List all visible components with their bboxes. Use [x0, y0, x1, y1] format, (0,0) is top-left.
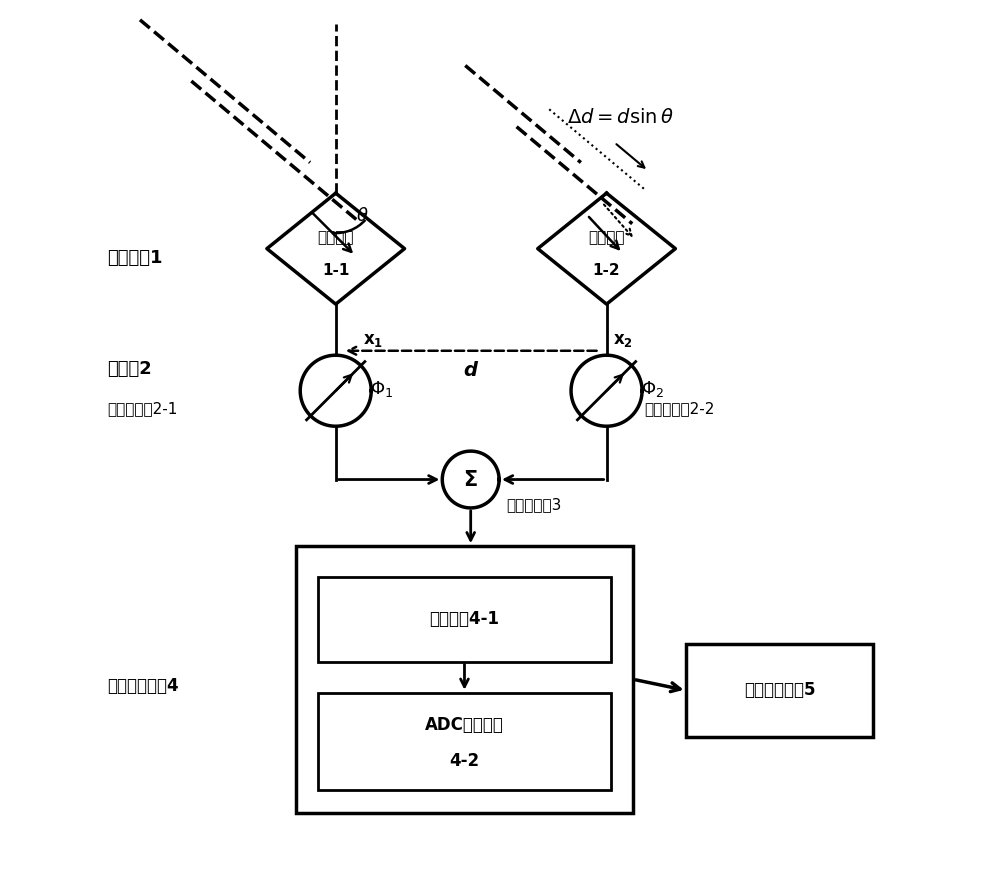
Text: 1-1: 1-1 — [322, 264, 349, 278]
Text: 阵列天线1: 阵列天线1 — [108, 249, 163, 266]
Text: 功率测量单元4: 功率测量单元4 — [108, 677, 179, 694]
Bar — [318, 693, 611, 790]
Text: $\Delta d = d\sin\theta$: $\Delta d = d\sin\theta$ — [567, 107, 673, 127]
Text: $\mathbf{x_1}$: $\mathbf{x_1}$ — [363, 331, 383, 349]
Text: 第一阵元: 第一阵元 — [317, 231, 354, 245]
Text: 第二移相器2-2: 第二移相器2-2 — [644, 401, 714, 416]
Text: 1-2: 1-2 — [593, 264, 620, 278]
Text: ADC采样模块: ADC采样模块 — [425, 717, 504, 734]
Bar — [296, 546, 633, 813]
Text: 第一移相器2-1: 第一移相器2-1 — [108, 401, 178, 416]
Bar — [318, 577, 611, 662]
Text: $\boldsymbol{d}$: $\boldsymbol{d}$ — [463, 361, 479, 380]
Text: 4-2: 4-2 — [449, 752, 480, 770]
Text: 功率合成器3: 功率合成器3 — [506, 497, 562, 511]
Text: $\Phi_1$: $\Phi_1$ — [370, 379, 394, 399]
Text: 角度估计单元5: 角度估计单元5 — [744, 681, 815, 700]
Text: 移相器2: 移相器2 — [108, 361, 152, 378]
Text: $\theta$: $\theta$ — [356, 207, 369, 226]
Bar — [686, 644, 873, 737]
Text: Σ: Σ — [464, 470, 478, 489]
Text: $\Phi_2$: $\Phi_2$ — [641, 379, 664, 399]
Text: $\mathbf{x_2}$: $\mathbf{x_2}$ — [613, 331, 632, 349]
Text: 变频模块4-1: 变频模块4-1 — [429, 610, 499, 629]
Text: 第二阵元: 第二阵元 — [588, 231, 625, 245]
